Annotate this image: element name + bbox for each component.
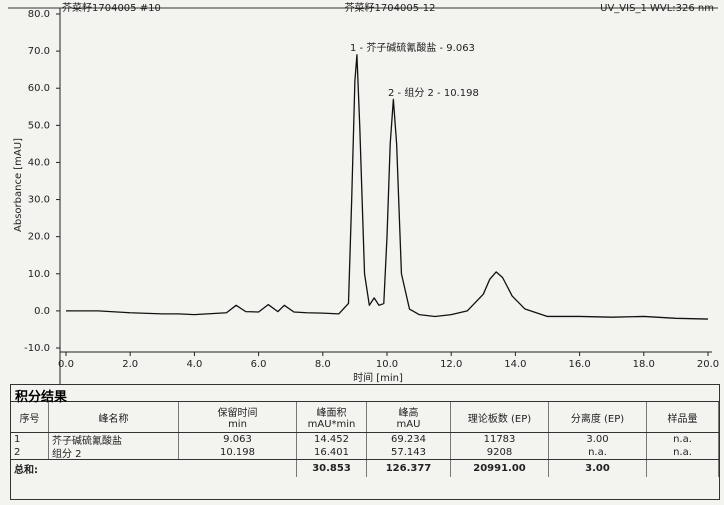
header-text: 样品量 [667, 413, 698, 425]
y-tick-label: 40.0 [28, 157, 50, 168]
table-cell: 14.452 [297, 433, 367, 446]
header-cell: 峰面积 mAU*min [297, 402, 367, 432]
y-tick-label: 60.0 [28, 83, 50, 94]
total-cell: 3.00 [549, 460, 647, 477]
total-label: 总和: [11, 460, 297, 477]
table-cell: 芥子碱硫氰酸盐 [49, 433, 179, 447]
table-cell: 9.063 [179, 433, 297, 446]
total-cell: 126.377 [367, 460, 451, 477]
table-row: 2 组分 2 10.198 16.401 57.143 9208 n.a. n.a. [11, 446, 719, 460]
header-text: mAU*min [307, 419, 356, 430]
y-tick-label: -10.0 [24, 343, 50, 354]
table-cell: 11783 [451, 433, 549, 446]
y-tick-label: 10.0 [28, 269, 50, 280]
header-text: 峰名称 [98, 413, 129, 425]
header-row: 序号 峰名称 保留时间 min 峰面积 mAU*min 峰高 mAU 理论板数 (EP) 分离度 … [11, 402, 719, 433]
x-tick-label: 16.0 [568, 359, 590, 370]
table-row: 1 芥子碱硫氰酸盐 9.063 14.452 69.234 11783 3.00 n.a. [11, 433, 719, 447]
header-text: 分离度 (EP) [570, 413, 625, 425]
peak-annotation: 2 - 组分 2 - 10.198 [388, 86, 479, 99]
header-cell: 序号 [11, 402, 49, 432]
x-tick-label: 10.0 [376, 359, 398, 370]
x-tick-label: 0.0 [58, 359, 74, 370]
table-cell: 9208 [451, 446, 549, 459]
peak-annotation: 1 - 芥子碱硫氰酸盐 - 9.063 [350, 41, 475, 54]
y-tick-label: 20.0 [28, 232, 50, 243]
x-tick-label: 12.0 [440, 359, 462, 370]
header-cell: 保留时间 min [179, 402, 297, 432]
total-row: 总和: 30.853 126.377 20991.00 3.00 [11, 459, 719, 477]
x-tick-label: 2.0 [122, 359, 138, 370]
y-tick-label: 0.0 [34, 306, 50, 317]
header-cell: 峰名称 [49, 402, 179, 432]
results-table: 积分结果 序号 峰名称 保留时间 min 峰面积 mAU*min 峰高 mAU 理论板数 (EP… [10, 384, 720, 500]
y-tick-label: 50.0 [28, 120, 50, 131]
y-axis-title: Absorbance [mAU] [13, 138, 24, 232]
table-cell: 16.401 [297, 446, 367, 459]
total-cell: 20991.00 [451, 460, 549, 477]
table-cell: 2 [11, 446, 49, 459]
header-text: 峰面积 [316, 408, 347, 419]
table-title: 积分结果 [11, 385, 719, 405]
header-text: min [228, 419, 247, 430]
table-cell: n.a. [549, 446, 647, 459]
chart: 芥菜籽1704005 #10 芥菜籽1704005-12 UV_VIS_1 WV… [8, 2, 719, 384]
chart-title: 芥菜籽1704005-12 [345, 2, 436, 14]
header-cell: 峰高 mAU [367, 402, 451, 432]
header-text: mAU [396, 419, 421, 430]
x-tick-label: 6.0 [251, 359, 267, 370]
header-text: 理论板数 (EP) [467, 413, 532, 425]
chromatogram-trace [66, 54, 709, 320]
header-cell: 理论板数 (EP) [451, 402, 549, 432]
y-tick-label: 30.0 [28, 195, 50, 206]
table-cell: 组分 2 [49, 446, 179, 460]
x-tick-label: 14.0 [504, 359, 526, 370]
x-tick-label: 20.0 [697, 359, 719, 370]
total-cell: 30.853 [297, 460, 367, 477]
sample-title: 芥菜籽1704005 #10 [62, 2, 161, 14]
header-cell: 样品量 [647, 402, 719, 432]
x-axis-title: 时间 [min] [353, 371, 403, 384]
table-cell: 3.00 [549, 433, 647, 446]
y-tick-label: 80.0 [28, 9, 50, 20]
x-tick-label: 8.0 [315, 359, 331, 370]
table-cell: n.a. [647, 446, 719, 459]
x-tick-label: 4.0 [186, 359, 202, 370]
total-blank [647, 460, 719, 477]
table-cell: 57.143 [367, 446, 451, 459]
y-tick-label: 70.0 [28, 46, 50, 57]
table-cell: 1 [11, 433, 49, 446]
header-text: 序号 [19, 413, 40, 425]
header-text: 峰高 [398, 408, 419, 419]
header-text: 保留时间 [217, 408, 258, 419]
detector-label: UV_VIS_1 WVL:326 nm [600, 3, 714, 14]
header-cell: 分离度 (EP) [549, 402, 647, 432]
x-tick-label: 18.0 [633, 359, 655, 370]
table-cell: 69.234 [367, 433, 451, 446]
table-cell: n.a. [647, 433, 719, 446]
table-cell: 10.198 [179, 446, 297, 459]
